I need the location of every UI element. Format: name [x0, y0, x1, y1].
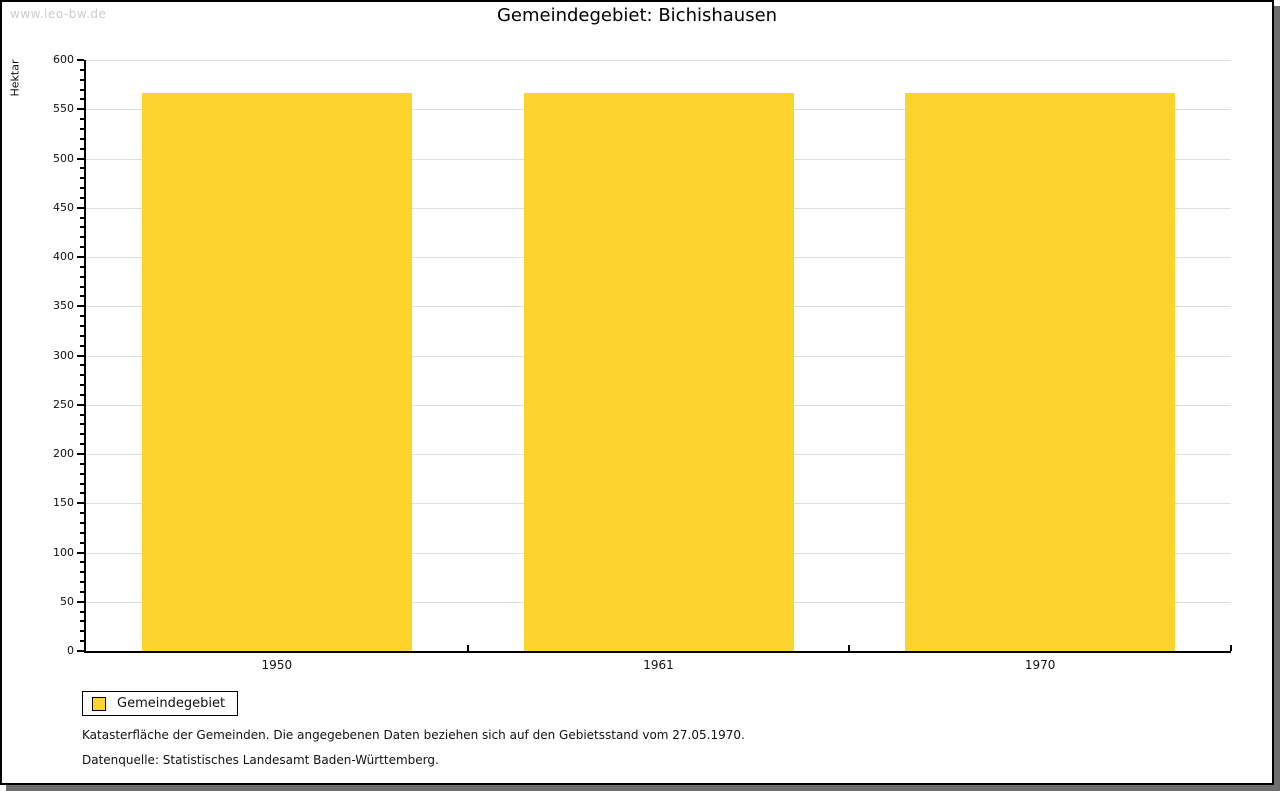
y-axis-title: Hektar [8, 59, 22, 97]
y-minor-tick [80, 413, 84, 416]
y-tick-label: 100 [53, 545, 74, 559]
y-minor-tick [80, 334, 84, 337]
watermark-url: www.leo-bw.de [10, 7, 107, 21]
y-minor-tick [80, 295, 84, 298]
x-boundary-tick [466, 645, 469, 651]
y-minor-tick [80, 364, 84, 367]
y-major-tick [77, 551, 84, 554]
y-minor-tick [80, 512, 84, 515]
y-minor-tick [80, 630, 84, 633]
y-major-tick [77, 157, 84, 160]
chart-title: Gemeindegebiet: Bichishausen [496, 5, 778, 26]
y-minor-tick [80, 68, 84, 71]
footnote-source-note: Katasterfläche der Gemeinden. Die angege… [82, 728, 745, 742]
y-minor-tick [80, 423, 84, 426]
y-tick-label: 200 [53, 447, 74, 460]
y-minor-tick [80, 492, 84, 495]
y-minor-tick [80, 137, 84, 140]
y-minor-tick [80, 521, 84, 524]
y-minor-tick [80, 285, 84, 288]
y-minor-tick [80, 571, 84, 574]
y-minor-tick [80, 581, 84, 584]
y-major-tick [77, 403, 84, 406]
y-minor-tick [80, 384, 84, 387]
y-tick-label: 500 [53, 151, 74, 165]
y-tick-label: 350 [53, 299, 74, 313]
y-major-tick [77, 600, 84, 603]
y-minor-tick [80, 374, 84, 377]
y-minor-tick [80, 246, 84, 249]
legend-swatch [92, 696, 106, 711]
y-major-tick [77, 256, 84, 258]
y-minor-tick [80, 78, 84, 81]
footnote-data-source: Datenquelle: Statistisches Landesamt Bad… [82, 753, 439, 767]
y-minor-tick [80, 196, 84, 199]
legend: Gemeindegebiet [82, 691, 239, 716]
y-minor-tick [80, 147, 84, 150]
y-minor-tick [80, 344, 84, 347]
y-major-tick [77, 650, 84, 652]
x-category-label: 1961 [643, 658, 674, 672]
y-major-tick [77, 354, 84, 357]
bar-1970 [905, 92, 1176, 651]
y-minor-tick [80, 462, 84, 465]
y-tick-label: 250 [53, 397, 74, 411]
y-tick-label: 50 [60, 594, 74, 608]
y-minor-tick [80, 541, 84, 544]
bar-chart: 0 50 100 150 200 250 300 350 400 450 500 550 600 1950… [2, 2, 1272, 783]
y-minor-tick [80, 127, 84, 130]
y-minor-tick [80, 433, 84, 436]
y-tick-label: 600 [53, 53, 74, 66]
y-tick-label: 550 [53, 102, 74, 116]
y-major-tick [77, 108, 84, 111]
y-minor-tick [80, 265, 84, 268]
y-minor-tick [80, 561, 84, 564]
y-minor-tick [80, 590, 84, 593]
y-minor-tick [80, 226, 84, 229]
y-tick-label: 400 [53, 250, 74, 263]
y-minor-tick [80, 98, 84, 101]
y-minor-tick [80, 88, 84, 91]
y-minor-tick [80, 118, 84, 121]
x-category-label: 1970 [1024, 658, 1056, 672]
y-major-tick [77, 59, 84, 61]
x-category-label: 1950 [261, 658, 293, 672]
x-boundary-tick [1230, 645, 1232, 651]
y-minor-tick [80, 187, 84, 190]
y-minor-tick [80, 393, 84, 396]
y-tick-label: 0 [67, 644, 74, 657]
y-minor-tick [80, 167, 84, 170]
y-tick-label: 300 [53, 348, 74, 362]
legend-label: Gemeindegebiet [117, 696, 226, 711]
y-minor-tick [80, 531, 84, 534]
y-minor-tick [80, 482, 84, 485]
y-major-tick [77, 502, 84, 505]
y-major-tick [77, 453, 84, 455]
y-minor-tick [80, 610, 84, 613]
bar-1961 [523, 92, 794, 651]
y-minor-tick [80, 620, 84, 623]
y-minor-tick [80, 315, 84, 318]
y-major-tick [77, 206, 84, 209]
y-minor-tick [80, 275, 84, 278]
y-tick-label: 150 [53, 496, 74, 510]
y-minor-tick [80, 324, 84, 327]
y-minor-tick [80, 236, 84, 239]
y-tick-label: 450 [53, 200, 74, 214]
gridline [86, 60, 1231, 61]
y-axis-line [84, 60, 86, 651]
y-minor-tick [80, 443, 84, 446]
x-boundary-tick [848, 645, 851, 651]
y-minor-tick [80, 640, 84, 643]
y-major-tick [77, 305, 84, 308]
y-minor-tick [80, 177, 84, 180]
y-minor-tick [80, 472, 84, 475]
y-minor-tick [80, 216, 84, 219]
x-axis-line [84, 651, 1231, 653]
bar-1950 [141, 92, 412, 651]
